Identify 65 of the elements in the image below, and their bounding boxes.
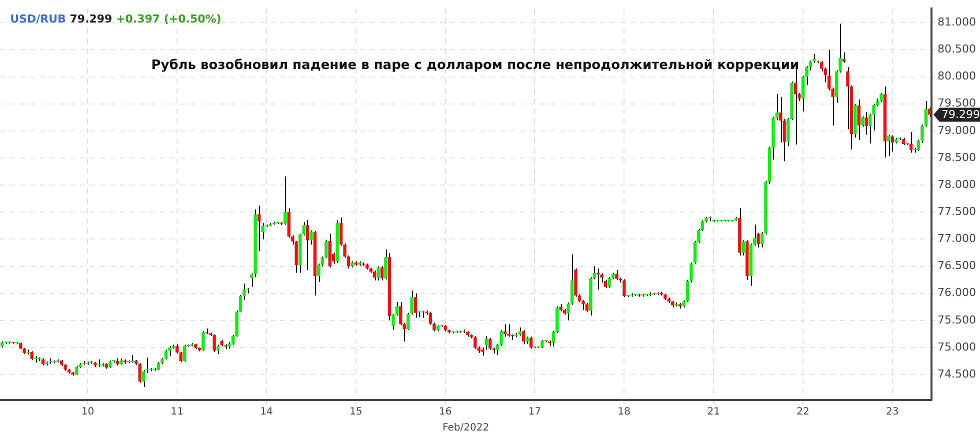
y-tick-label: 79.500 <box>938 96 976 110</box>
y-tick-label: 80.500 <box>938 42 976 56</box>
candlestick <box>864 112 868 136</box>
x-tick-label: 10 <box>81 406 94 418</box>
y-tick-label: 74.500 <box>938 367 976 380</box>
x-tick-label: 17 <box>528 406 542 418</box>
y-tick-label: 75.000 <box>938 340 976 354</box>
candlestick <box>887 134 890 156</box>
candlestick <box>74 365 78 376</box>
candlestick <box>474 336 477 350</box>
candlestick <box>380 266 384 281</box>
candlestick <box>284 176 287 226</box>
candlestick <box>138 362 142 384</box>
y-tick-label: 77.000 <box>938 232 976 246</box>
candlestick <box>820 60 824 72</box>
y-tick-label: 80.000 <box>938 70 976 83</box>
candlestick <box>399 302 402 326</box>
candlestick <box>507 324 510 338</box>
candlestick <box>212 334 216 352</box>
candlestick <box>310 230 313 246</box>
candlestick <box>257 205 261 252</box>
chart-title: USD/RUB 79.299 +0.397 (+0.50%) <box>10 12 222 26</box>
candlestick <box>488 337 492 350</box>
candlestick <box>529 336 533 350</box>
candlestick <box>909 132 913 154</box>
candlestick <box>890 134 894 152</box>
y-tick-label: 76.000 <box>938 286 976 300</box>
y-tick-label: 78.500 <box>938 150 976 164</box>
y-tick-label: 79.000 <box>938 124 976 137</box>
candlestick <box>376 266 380 281</box>
x-tick-label: 22 <box>796 406 810 418</box>
candlestick <box>522 330 526 345</box>
y-tick-label: 78.000 <box>938 178 976 191</box>
y-tick-label: 77.500 <box>938 205 976 218</box>
text: Рубль возобновил падение в паре с долларом после непродолжительной коррекции <box>151 58 800 73</box>
candlestick <box>202 330 205 352</box>
candlestick <box>142 370 146 388</box>
x-tick-label: 23 <box>886 406 899 418</box>
x-tick-label: 18 <box>618 406 631 418</box>
y-tick-label: 75.500 <box>938 313 976 326</box>
text: 79.299 <box>942 108 980 122</box>
candlestick <box>306 219 310 271</box>
candlestick <box>928 107 932 118</box>
candlestick <box>857 99 860 141</box>
y-tick-label: 76.500 <box>938 259 976 272</box>
candlestick <box>182 344 186 362</box>
candlestick <box>384 249 388 280</box>
candlestick <box>146 357 149 374</box>
x-tick-label: 16 <box>438 406 452 418</box>
candlestick <box>503 324 507 338</box>
candlestick <box>742 240 745 256</box>
candlestick <box>615 270 618 280</box>
candlestick <box>622 278 626 298</box>
x-axis-title: Feb/2022 <box>442 422 490 434</box>
x-tick-label: 21 <box>707 406 720 418</box>
candlestick <box>484 336 488 350</box>
candlestick <box>779 96 782 143</box>
x-tick-label: 14 <box>260 406 273 418</box>
y-tick-label: 81.000 <box>938 16 976 29</box>
candlestick <box>372 270 376 281</box>
candlestick <box>861 116 864 128</box>
candlestick <box>414 292 418 318</box>
x-tick-label: 11 <box>170 406 184 418</box>
x-tick-label: 15 <box>350 406 362 418</box>
candlestick <box>608 276 611 288</box>
